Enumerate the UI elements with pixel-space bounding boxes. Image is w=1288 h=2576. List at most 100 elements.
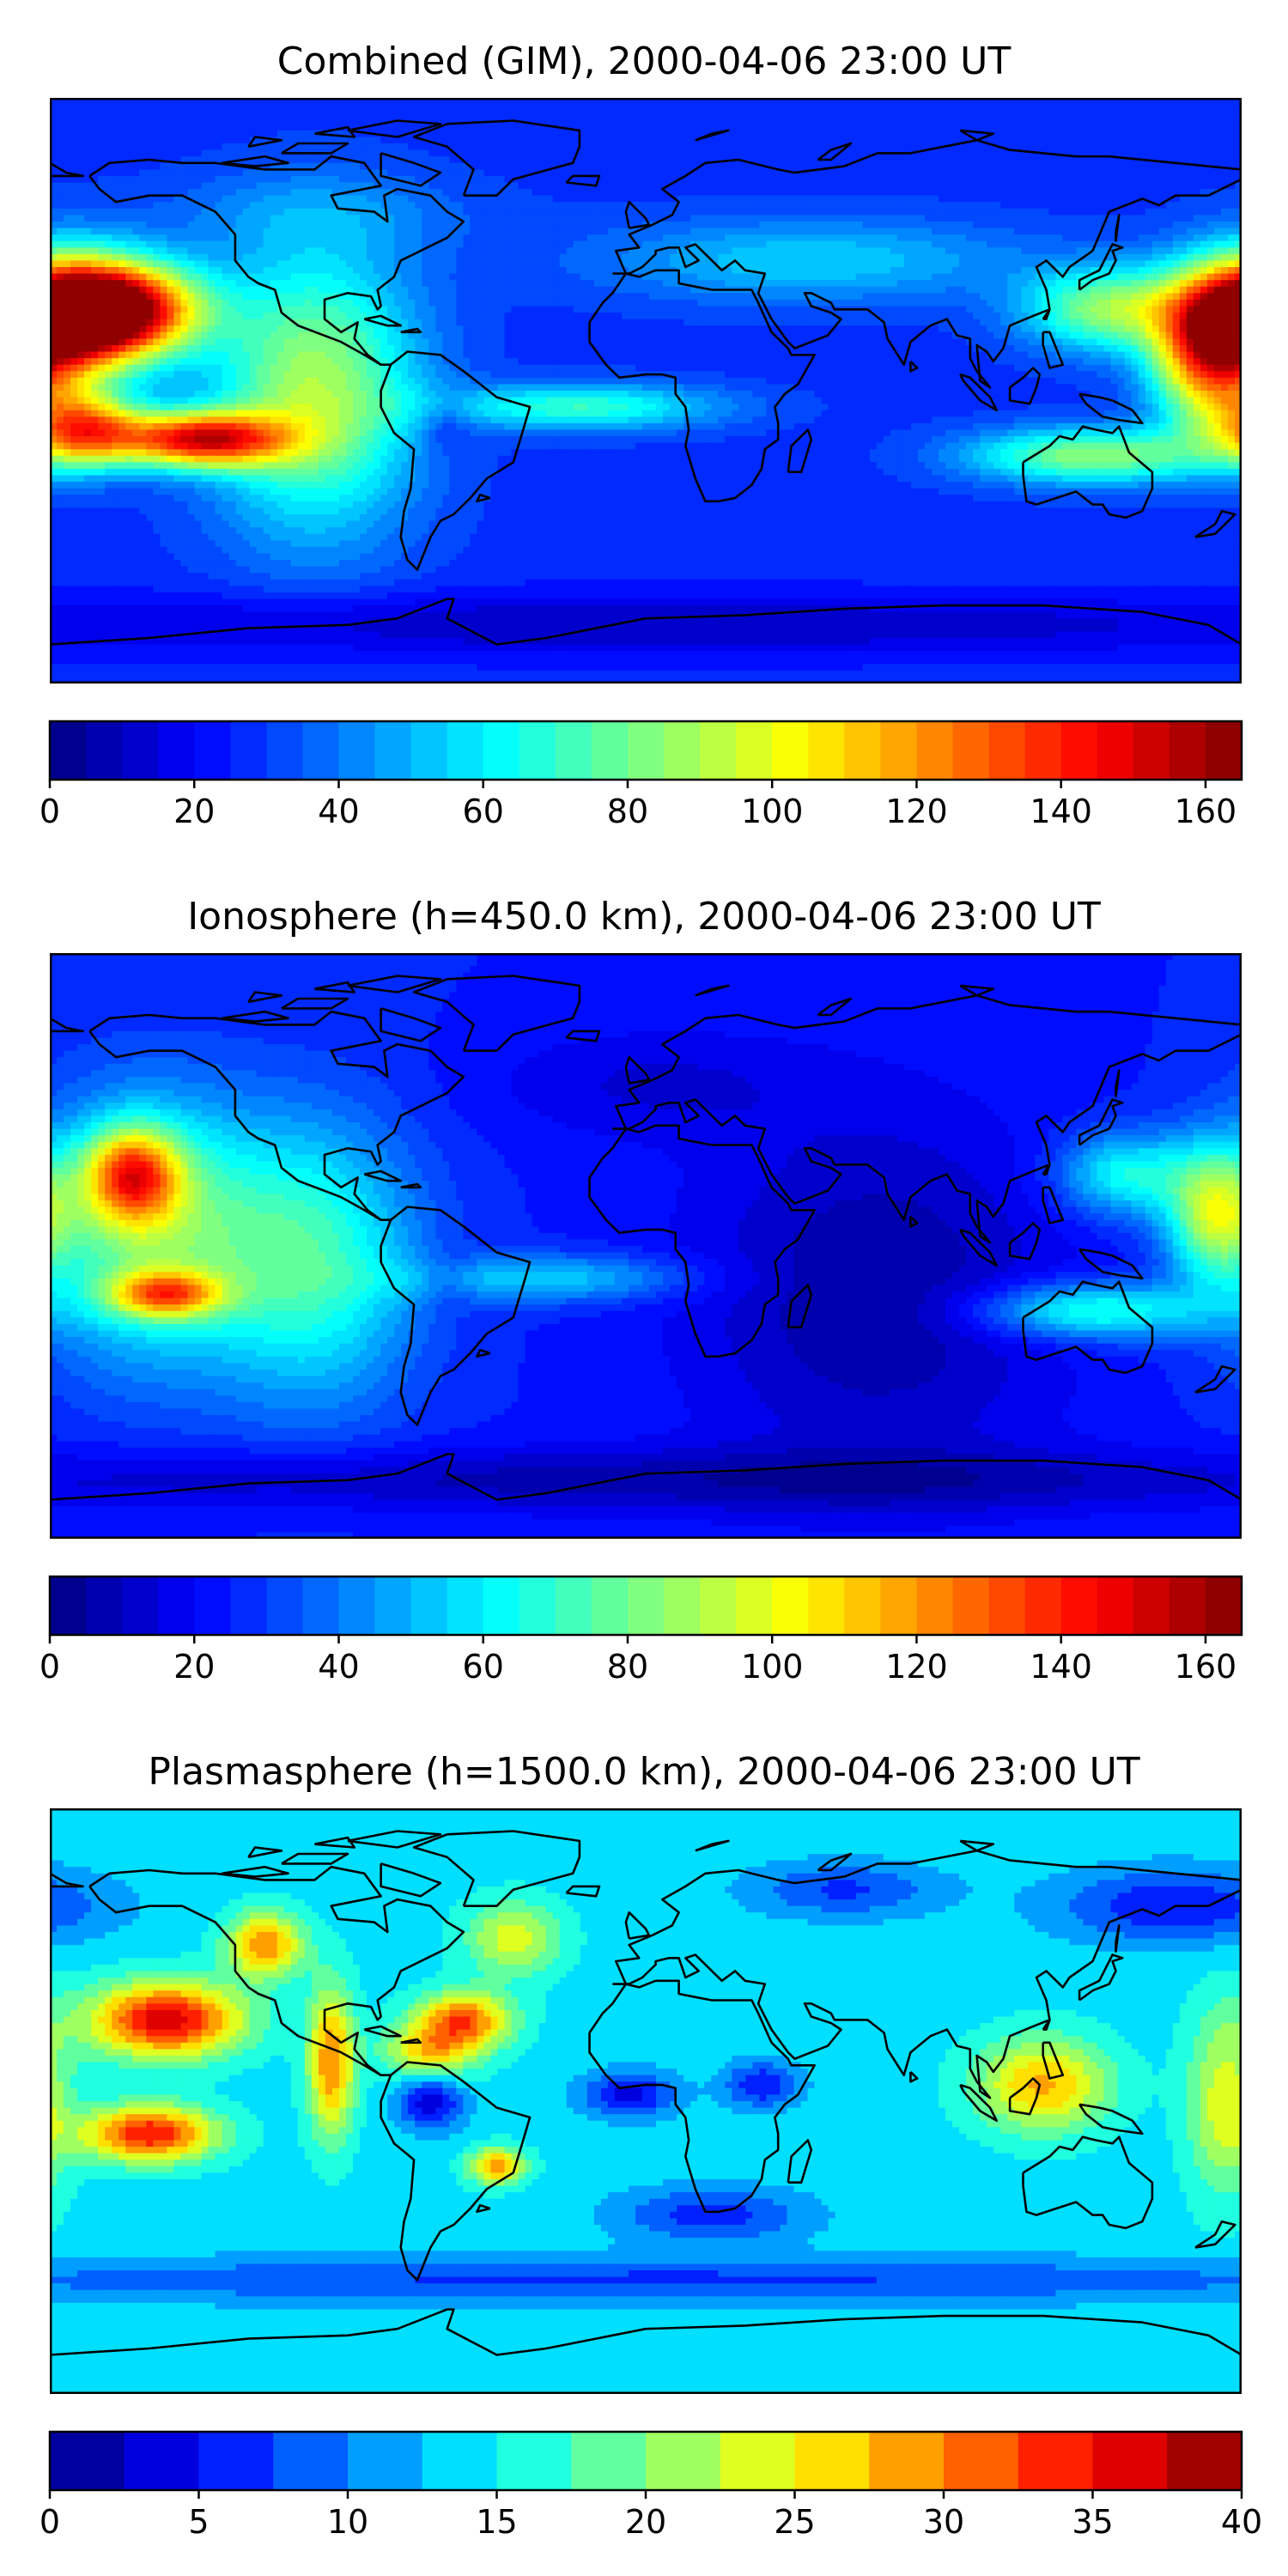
heatmap-cell <box>841 111 850 118</box>
heatmap-cell <box>1151 162 1160 170</box>
heatmap-cell <box>1042 221 1049 229</box>
heatmap-cell <box>449 202 457 210</box>
heatmap-cell <box>1227 149 1236 157</box>
heatmap-cell <box>952 130 960 138</box>
heatmap-cell <box>1103 247 1112 255</box>
heatmap-cell <box>883 247 891 255</box>
heatmap-cell <box>456 130 464 138</box>
heatmap-cell <box>187 98 196 106</box>
heatmap-cell <box>1090 149 1098 157</box>
heatmap-cell <box>242 267 251 275</box>
heatmap-cell <box>1090 234 1098 242</box>
heatmap-cell <box>931 247 939 255</box>
heatmap-cell <box>1234 260 1242 268</box>
heatmap-cell <box>235 98 244 106</box>
heatmap-cell <box>1076 189 1084 197</box>
heatmap-cell <box>1055 260 1063 268</box>
heatmap-cell <box>1103 182 1112 190</box>
heatmap-cell <box>270 267 278 275</box>
heatmap-cell <box>896 189 905 197</box>
heatmap-cell <box>704 260 712 268</box>
heatmap-cell <box>566 162 574 170</box>
heatmap-cell <box>194 124 203 131</box>
heatmap-cell <box>442 253 450 262</box>
heatmap-cell <box>924 137 933 144</box>
heatmap-cell <box>1145 111 1153 118</box>
heatmap-cell <box>945 260 953 268</box>
heatmap-cell <box>249 182 258 190</box>
heatmap-cell <box>1158 149 1167 157</box>
heatmap-cell <box>869 273 878 281</box>
heatmap-cell <box>160 130 167 138</box>
heatmap-cell <box>331 149 340 157</box>
heatmap-cell <box>787 143 795 151</box>
heatmap-cell <box>98 117 106 125</box>
heatmap-cell <box>1234 228 1242 235</box>
heatmap-cell <box>167 149 175 157</box>
heatmap-cell <box>256 247 264 255</box>
heatmap-cell <box>139 234 147 242</box>
heatmap-cell <box>869 267 878 275</box>
heatmap-cell <box>807 260 816 268</box>
heatmap-cell <box>1234 143 1242 151</box>
heatmap-cell <box>525 175 533 184</box>
heatmap-cell <box>325 175 333 184</box>
heatmap-cell <box>160 267 167 275</box>
heatmap-cell <box>435 98 443 106</box>
heatmap-cell <box>276 253 285 262</box>
heatmap-cell <box>1151 98 1160 106</box>
heatmap-cell <box>532 149 540 157</box>
heatmap-cell <box>463 169 471 177</box>
heatmap-cell <box>959 117 967 125</box>
heatmap-cell <box>1090 260 1098 268</box>
heatmap-cell <box>952 202 960 210</box>
heatmap-cell <box>793 117 802 125</box>
heatmap-cell <box>1213 202 1222 210</box>
heatmap-cell <box>1021 182 1029 190</box>
heatmap-cell <box>1131 195 1139 203</box>
heatmap-cell <box>910 202 919 210</box>
heatmap-cell <box>896 169 905 177</box>
heatmap-cell <box>711 162 719 170</box>
heatmap-cell <box>1021 124 1029 131</box>
heatmap-cell <box>367 253 374 262</box>
heatmap-cell <box>628 280 636 288</box>
heatmap-cell <box>780 195 788 203</box>
heatmap-cell <box>490 195 499 203</box>
heatmap-cell <box>180 215 189 222</box>
heatmap-cell <box>580 149 588 157</box>
heatmap-cell <box>91 215 99 222</box>
heatmap-cell <box>607 195 616 203</box>
heatmap-cell <box>50 234 58 242</box>
heatmap-cell <box>1117 234 1126 242</box>
heatmap-cell <box>201 195 210 203</box>
heatmap-cell <box>752 260 760 268</box>
heatmap-cell <box>345 182 354 190</box>
heatmap-cell <box>497 143 506 151</box>
heatmap-cell <box>428 149 436 157</box>
heatmap-cell <box>945 221 953 229</box>
heatmap-cell <box>793 195 802 203</box>
heatmap-cell <box>345 143 354 151</box>
heatmap-cell <box>993 156 1001 164</box>
heatmap-cell <box>518 195 526 203</box>
heatmap-cell <box>670 149 677 157</box>
heatmap-cell <box>1227 182 1236 190</box>
heatmap-cell <box>235 234 244 242</box>
heatmap-cell <box>1062 182 1071 190</box>
heatmap-cell <box>559 253 568 262</box>
heatmap-cell <box>621 169 629 177</box>
heatmap-cell <box>1069 234 1078 242</box>
heatmap-cell <box>938 182 946 190</box>
heatmap-cell <box>394 169 402 177</box>
heatmap-cell <box>125 189 133 197</box>
heatmap-cell <box>428 130 436 138</box>
heatmap-cell <box>483 273 492 281</box>
heatmap-cell <box>641 189 650 197</box>
heatmap-cell <box>952 175 960 184</box>
heatmap-cell <box>380 169 388 177</box>
heatmap-cell <box>980 273 987 281</box>
heatmap-cell <box>497 234 506 242</box>
heatmap-cell <box>408 169 416 177</box>
heatmap-cell <box>1103 195 1112 203</box>
